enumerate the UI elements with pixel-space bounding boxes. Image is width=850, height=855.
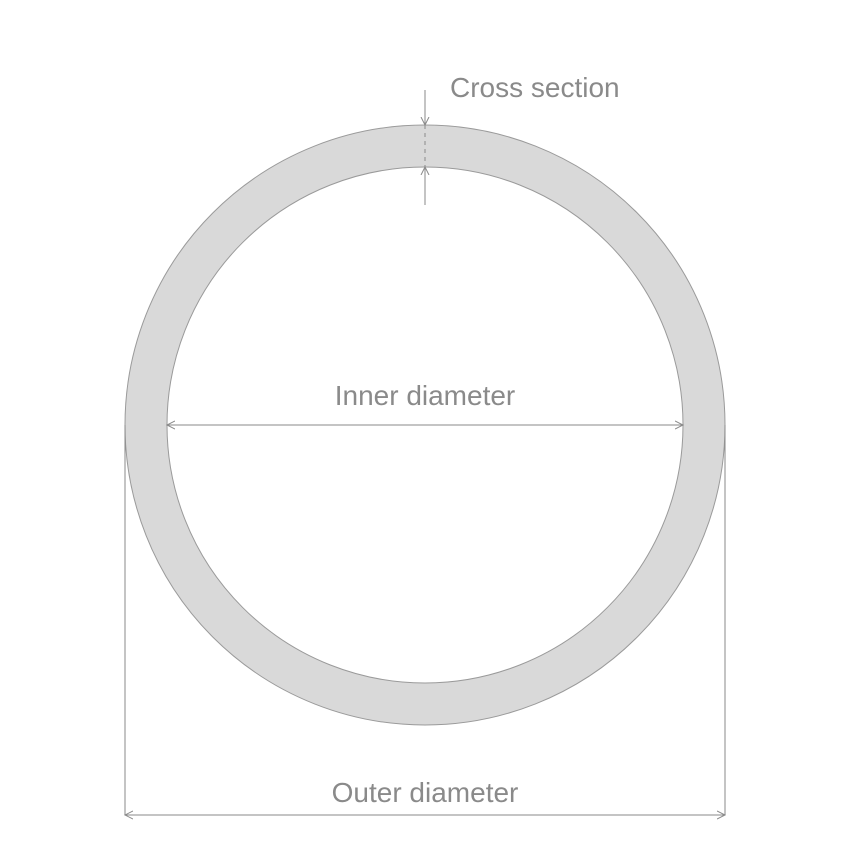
ring-diagram-svg: Cross section Inner diameter Outer diame… bbox=[0, 0, 850, 850]
cross-section-label: Cross section bbox=[450, 72, 620, 103]
ring-diagram-container: Cross section Inner diameter Outer diame… bbox=[0, 0, 850, 850]
inner-diameter-label: Inner diameter bbox=[335, 380, 516, 411]
outer-diameter-label: Outer diameter bbox=[332, 777, 519, 808]
